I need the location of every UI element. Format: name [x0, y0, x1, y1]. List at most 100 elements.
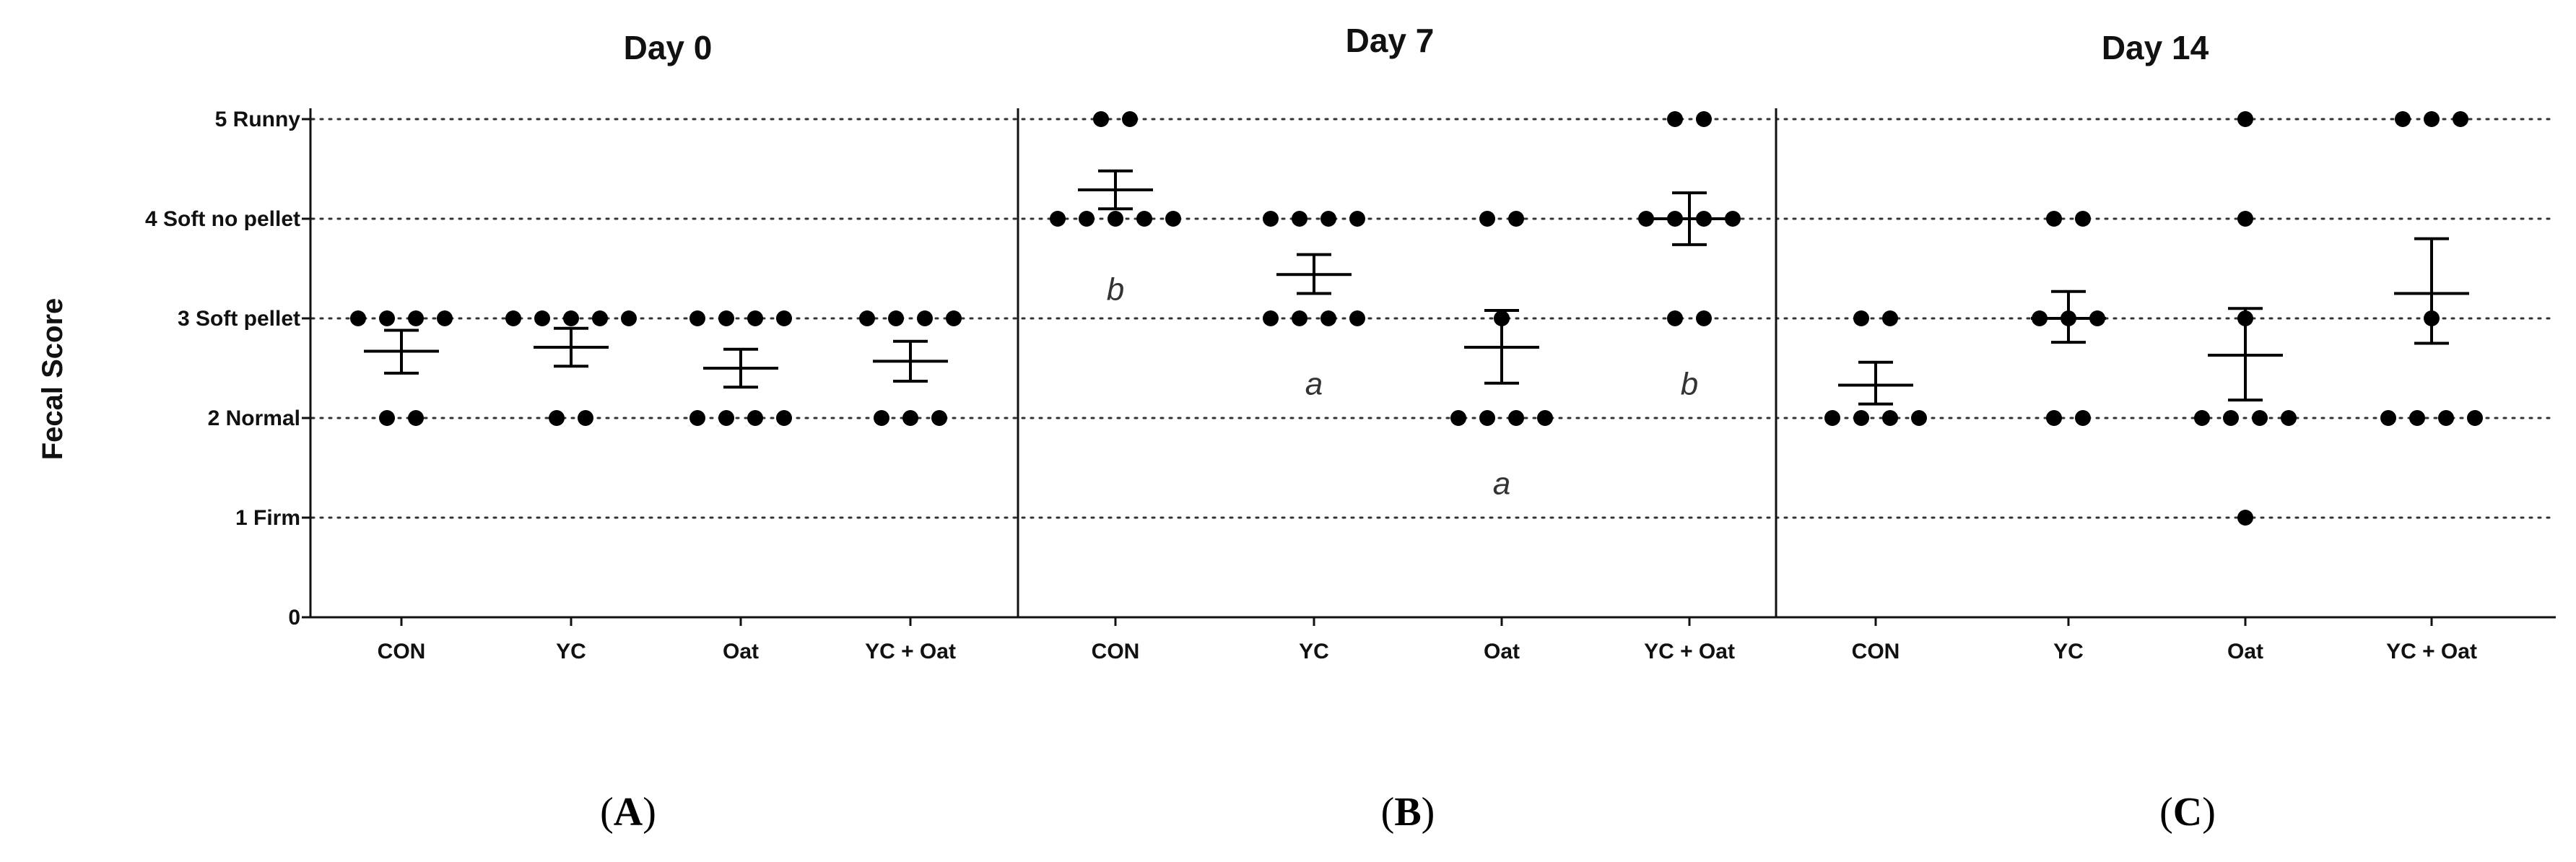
x-tick-label: Oat	[1484, 640, 1520, 663]
caption-b: (B)	[1381, 790, 1435, 835]
data-point	[2395, 111, 2411, 127]
data-point	[2075, 410, 2091, 426]
significance-label: b	[1681, 367, 1698, 402]
data-point	[350, 310, 366, 326]
data-point	[689, 310, 705, 326]
data-point	[1696, 310, 1712, 326]
x-tick-label: YC + Oat	[2386, 640, 2477, 663]
data-point	[1725, 211, 1741, 227]
caption-letter: B	[1394, 790, 1421, 835]
data-point	[379, 310, 395, 326]
caption-c: (C)	[2159, 790, 2216, 835]
data-point	[2237, 510, 2253, 526]
significance-label: a	[1493, 466, 1510, 502]
significance-label: b	[1107, 272, 1124, 308]
data-point	[2223, 410, 2239, 426]
data-point	[1882, 410, 1898, 426]
data-point	[2453, 111, 2468, 127]
y-tick-label: 1 Firm	[235, 506, 300, 530]
y-axis-ticks: 5 Runny 4 Soft no pellet 3 Soft pellet 2…	[145, 108, 300, 630]
data-point	[1537, 410, 1553, 426]
data-point	[1911, 410, 1927, 426]
data-point	[1450, 410, 1466, 426]
data-point	[1696, 111, 1712, 127]
y-tick-label: 3 Soft pellet	[178, 307, 300, 331]
data-point	[1122, 111, 1138, 127]
data-point	[592, 310, 608, 326]
data-point	[747, 410, 763, 426]
data-point	[408, 310, 424, 326]
data-point	[1165, 211, 1181, 227]
axes	[302, 108, 2556, 626]
data-point	[505, 310, 521, 326]
data-point	[408, 410, 424, 426]
caption-letter: A	[614, 790, 643, 835]
x-tick-label: YC	[556, 640, 586, 663]
data-point	[2281, 410, 2297, 426]
data-point	[1079, 211, 1095, 227]
gridlines	[310, 118, 2557, 519]
data-point	[2046, 410, 2062, 426]
data-point	[874, 410, 889, 426]
data-point	[946, 310, 962, 326]
data-point	[437, 310, 453, 326]
y-tick-label: 0	[288, 606, 300, 630]
data-point	[1508, 211, 1524, 227]
data-point	[1508, 410, 1524, 426]
data-point	[1824, 410, 1840, 426]
data-point	[718, 410, 734, 426]
data-point	[917, 310, 933, 326]
x-tick-label: CON	[1092, 640, 1140, 663]
data-point	[1093, 111, 1109, 127]
data-point	[776, 310, 792, 326]
data-point	[2409, 410, 2425, 426]
x-tick-label: YC	[1299, 640, 1329, 663]
data-point	[1263, 211, 1279, 227]
data-point	[888, 310, 904, 326]
data-point	[2467, 410, 2483, 426]
data-point	[2237, 211, 2253, 227]
data-point	[549, 410, 565, 426]
data-point	[2075, 211, 2091, 227]
y-tick-label: 4 Soft no pellet	[145, 207, 300, 231]
data-point	[621, 310, 637, 326]
x-tick-label: CON	[378, 640, 426, 663]
data-point	[379, 410, 395, 426]
x-tick-label: YC + Oat	[865, 640, 956, 663]
panel-title-day-0: Day 0	[624, 29, 713, 66]
panel-title-day-14: Day 14	[2102, 29, 2209, 66]
data-point	[1479, 211, 1495, 227]
data-point	[689, 410, 705, 426]
data-point	[1320, 310, 1336, 326]
y-axis-label: Fecal Score	[37, 298, 69, 461]
data-marks: b a a b	[350, 111, 2483, 526]
x-tick-label: YC + Oat	[1644, 640, 1735, 663]
caption-a: (A)	[600, 790, 656, 835]
data-point	[2237, 111, 2253, 127]
data-point	[776, 410, 792, 426]
data-point	[747, 310, 763, 326]
data-point	[1320, 211, 1336, 227]
data-point	[1853, 410, 1869, 426]
caption-letter: C	[2173, 790, 2202, 835]
data-point	[2380, 410, 2396, 426]
data-point	[534, 310, 550, 326]
data-point	[1263, 310, 1279, 326]
data-point	[1108, 211, 1123, 227]
x-tick-label: CON	[1852, 640, 1900, 663]
data-point	[2046, 211, 2062, 227]
caption-close: )	[643, 790, 656, 835]
data-point	[2424, 111, 2440, 127]
data-point	[1667, 310, 1683, 326]
caption-close: )	[2202, 790, 2216, 835]
data-point	[578, 410, 593, 426]
data-point	[563, 310, 579, 326]
data-point	[2438, 410, 2454, 426]
data-point	[1853, 310, 1869, 326]
data-point	[1667, 111, 1683, 127]
data-point	[1479, 410, 1495, 426]
data-point	[931, 410, 947, 426]
data-point	[1349, 310, 1365, 326]
caption-open: (	[1381, 790, 1395, 835]
